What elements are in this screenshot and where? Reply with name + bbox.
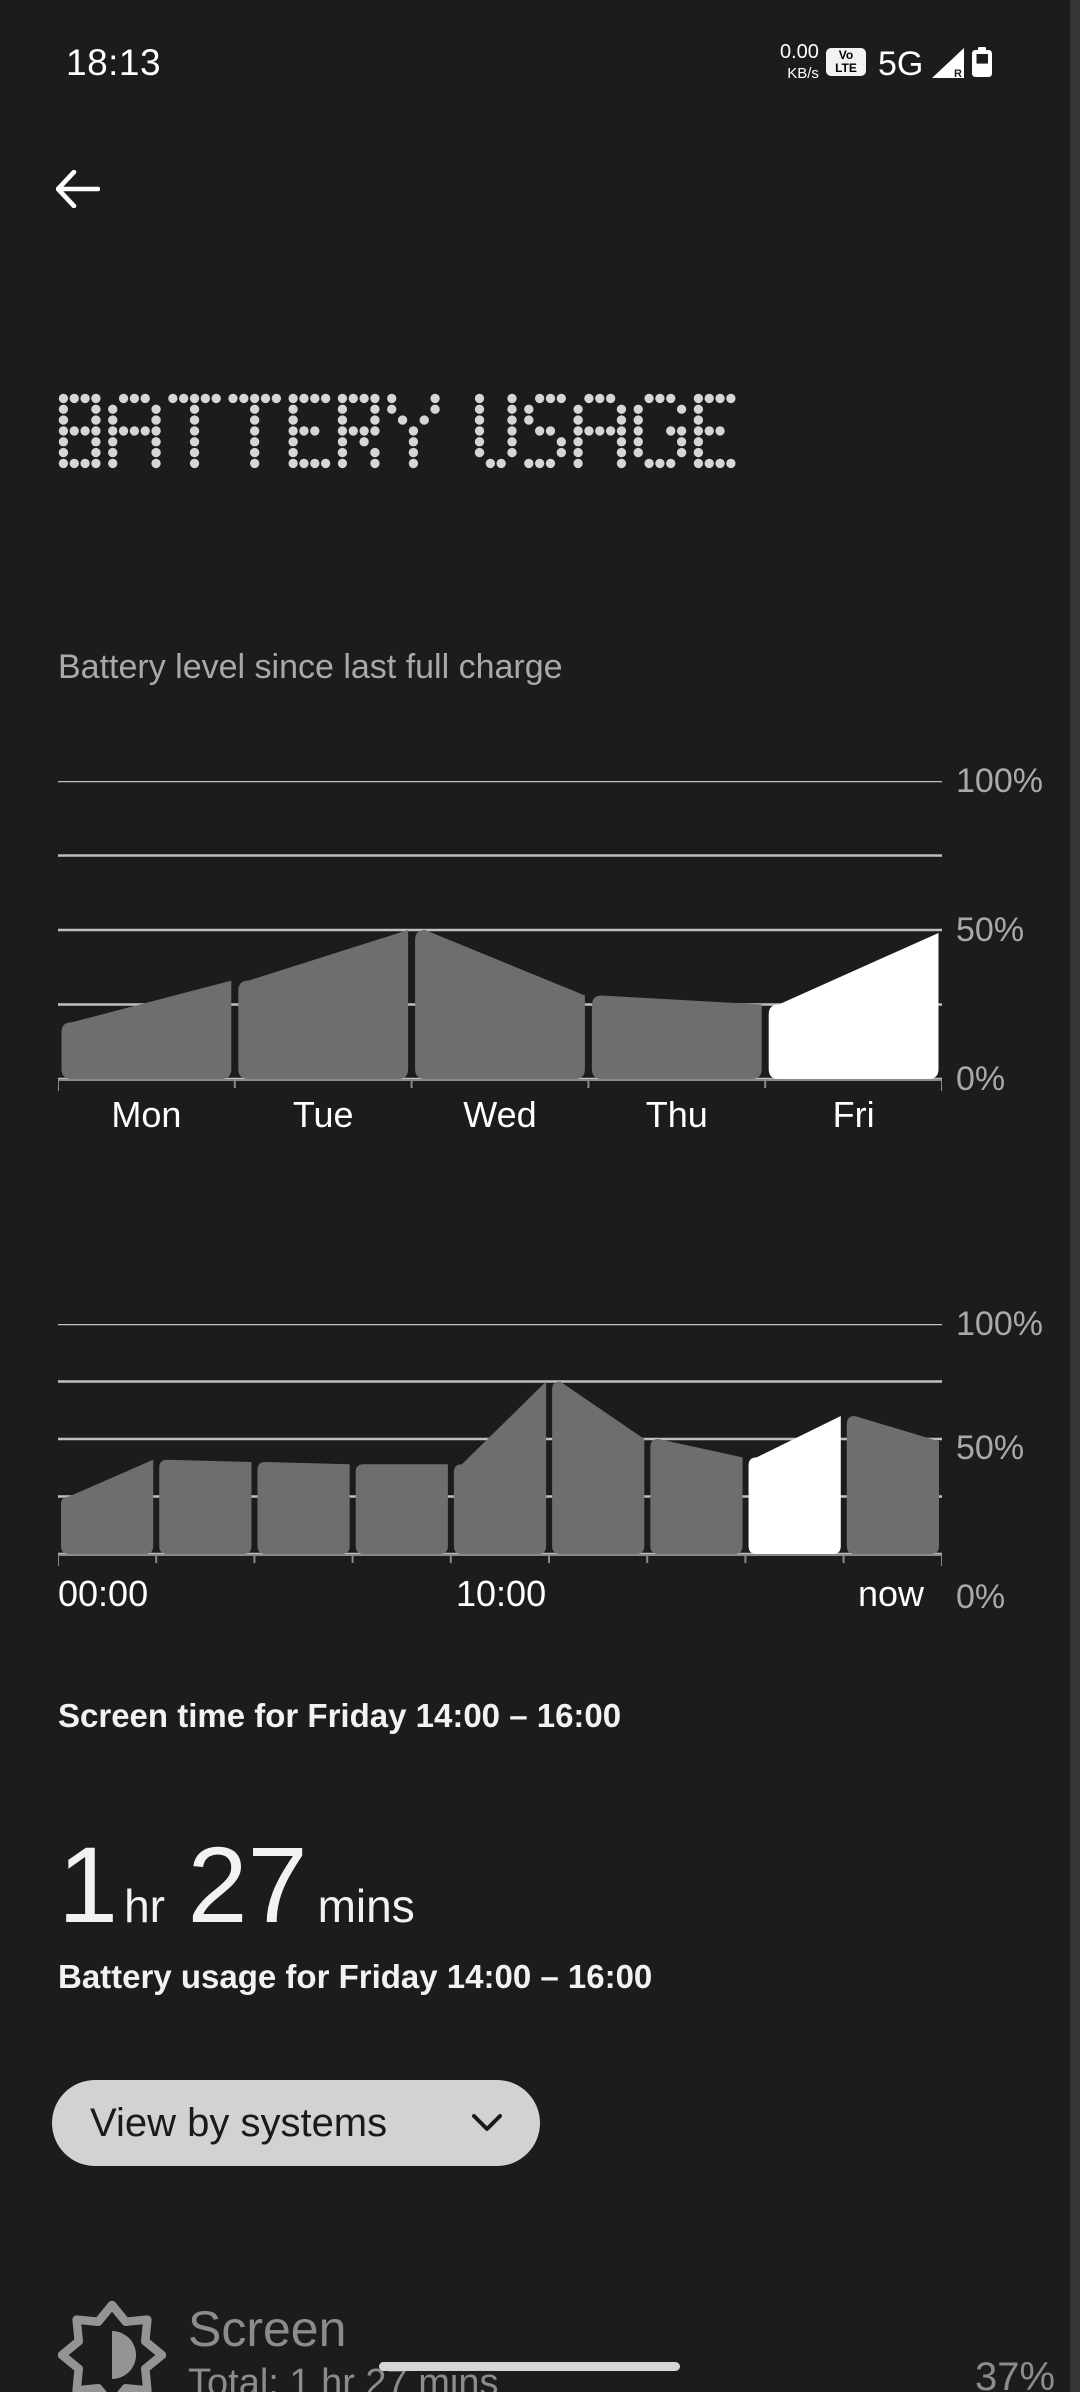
svg-text:R: R (954, 68, 962, 78)
